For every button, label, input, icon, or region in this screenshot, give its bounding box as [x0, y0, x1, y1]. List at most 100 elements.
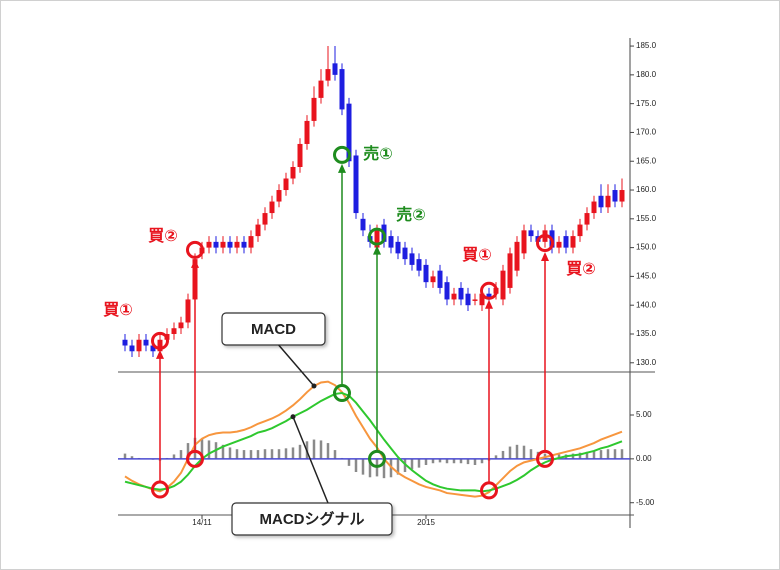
candle-body [486, 293, 492, 300]
indicator-circle [333, 384, 351, 403]
indicator-circle [480, 481, 498, 500]
candle-body [556, 241, 562, 248]
signal-label: 買② [148, 227, 178, 245]
candle-body [318, 80, 324, 98]
candle-body [430, 276, 436, 283]
candle-body [248, 236, 254, 248]
signal-label: 買① [462, 246, 492, 264]
candle-body [157, 339, 163, 352]
y-tick-label: -5.00 [636, 498, 655, 507]
candle-body [220, 241, 226, 248]
candle-body [332, 63, 338, 75]
candle-body [353, 155, 359, 214]
candle-body [563, 236, 569, 248]
signal-circle [186, 240, 204, 259]
callout-box [221, 312, 326, 346]
x-tick-label: 2015 [417, 518, 435, 527]
callout-label: MACD [251, 321, 296, 338]
candle-body [346, 103, 352, 162]
y-tick-label: 155.0 [636, 214, 657, 223]
signal-circle [368, 227, 386, 246]
candle-body [584, 213, 590, 225]
indicator-circle [186, 449, 204, 468]
candle-body [178, 322, 184, 329]
candle-body [276, 190, 282, 202]
candle-body [507, 253, 513, 288]
candle-body [185, 299, 191, 323]
candle-body [213, 241, 219, 248]
candle-body [241, 241, 247, 248]
callout-leader [292, 416, 329, 504]
x-tick-label: 14/11 [192, 518, 212, 527]
y-tick-label: 150.0 [636, 243, 657, 252]
signal-label: 売② [396, 205, 426, 224]
signal-circle [333, 145, 351, 164]
signal-label: 買① [103, 301, 133, 319]
candle-body [521, 230, 527, 254]
arrow-head [541, 252, 549, 262]
arrow-head [485, 299, 493, 309]
candle-body [136, 339, 142, 352]
candle-body [612, 190, 618, 202]
arrow-head [338, 163, 346, 173]
candle-body [409, 253, 415, 265]
candle-body [325, 69, 331, 81]
candle-body [591, 201, 597, 214]
candle-body [283, 178, 289, 191]
candle-body [570, 236, 576, 248]
candle-body [339, 69, 345, 110]
indicator-circle [536, 449, 554, 468]
candle-body [577, 224, 583, 237]
callout-dot [311, 383, 317, 389]
candle-body [150, 345, 156, 352]
callout-dot [290, 414, 296, 420]
y-tick-label: 140.0 [636, 300, 657, 309]
candle-body [402, 247, 408, 260]
candle-body [360, 218, 366, 231]
candle-body [206, 241, 212, 248]
candle-body [227, 241, 233, 248]
indicator-circle [368, 449, 386, 468]
candle-body [416, 259, 422, 271]
candle-body [143, 339, 149, 346]
signal-circle [480, 281, 498, 300]
y-tick-label: 160.0 [636, 185, 657, 194]
indicator-line [124, 380, 623, 498]
arrow-head [373, 245, 381, 255]
callout-label: MACDシグナル [260, 510, 365, 528]
candle-body [297, 143, 303, 167]
y-tick-label: 165.0 [636, 156, 657, 165]
y-tick-label: 135.0 [636, 329, 657, 338]
candle-body [458, 287, 464, 300]
candle-body [290, 166, 296, 179]
y-tick-label: 145.0 [636, 272, 657, 281]
candle-body [598, 195, 604, 208]
candle-body [374, 230, 380, 248]
candle-body [255, 224, 261, 237]
candle-body [444, 282, 450, 300]
signal-circle [536, 234, 554, 253]
candle-body [304, 120, 310, 144]
y-tick-label: 185.0 [636, 41, 657, 50]
candle-body [514, 241, 520, 271]
candle-body [122, 339, 128, 346]
candle-body [262, 213, 268, 225]
y-tick-label: 180.0 [636, 70, 657, 79]
candle-body [465, 293, 471, 306]
candle-body [451, 293, 457, 300]
candle-body [395, 241, 401, 254]
y-tick-label: 130.0 [636, 358, 657, 367]
candle-body [311, 97, 317, 121]
signal-label: 売① [363, 144, 393, 163]
candle-body [528, 230, 534, 237]
arrow-head [156, 349, 164, 359]
y-tick-label: 175.0 [636, 99, 657, 108]
candle-body [129, 345, 135, 352]
candle-body [171, 328, 177, 334]
callout-leader [278, 344, 315, 387]
candle-body [479, 293, 485, 306]
y-tick-label: 5.00 [636, 410, 652, 419]
